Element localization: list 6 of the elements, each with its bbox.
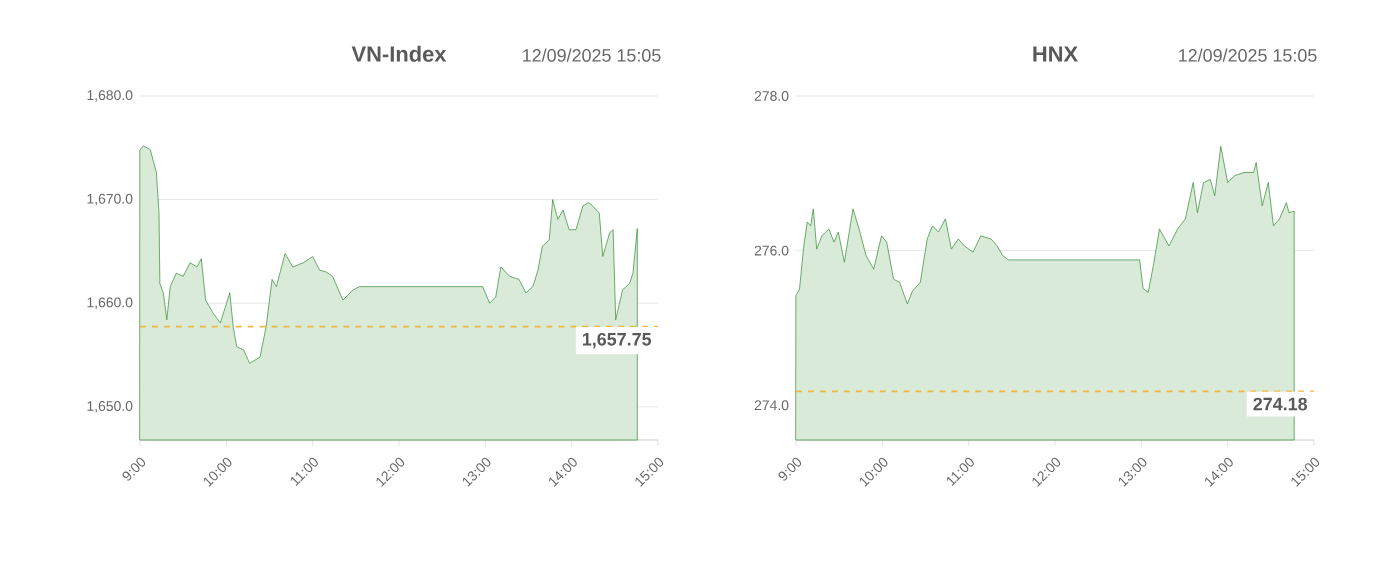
ref-line-label: 1,657.75 — [582, 332, 652, 349]
chart-title: HNX — [1033, 46, 1078, 62]
chart-subtitle: 12/09/2025 15:05 — [1179, 48, 1317, 62]
ref-line-label: 274.18 — [1253, 397, 1308, 411]
chart-subtitle: 12/09/2025 15:05 — [523, 48, 661, 62]
chart-title: VN-Index — [351, 45, 447, 62]
